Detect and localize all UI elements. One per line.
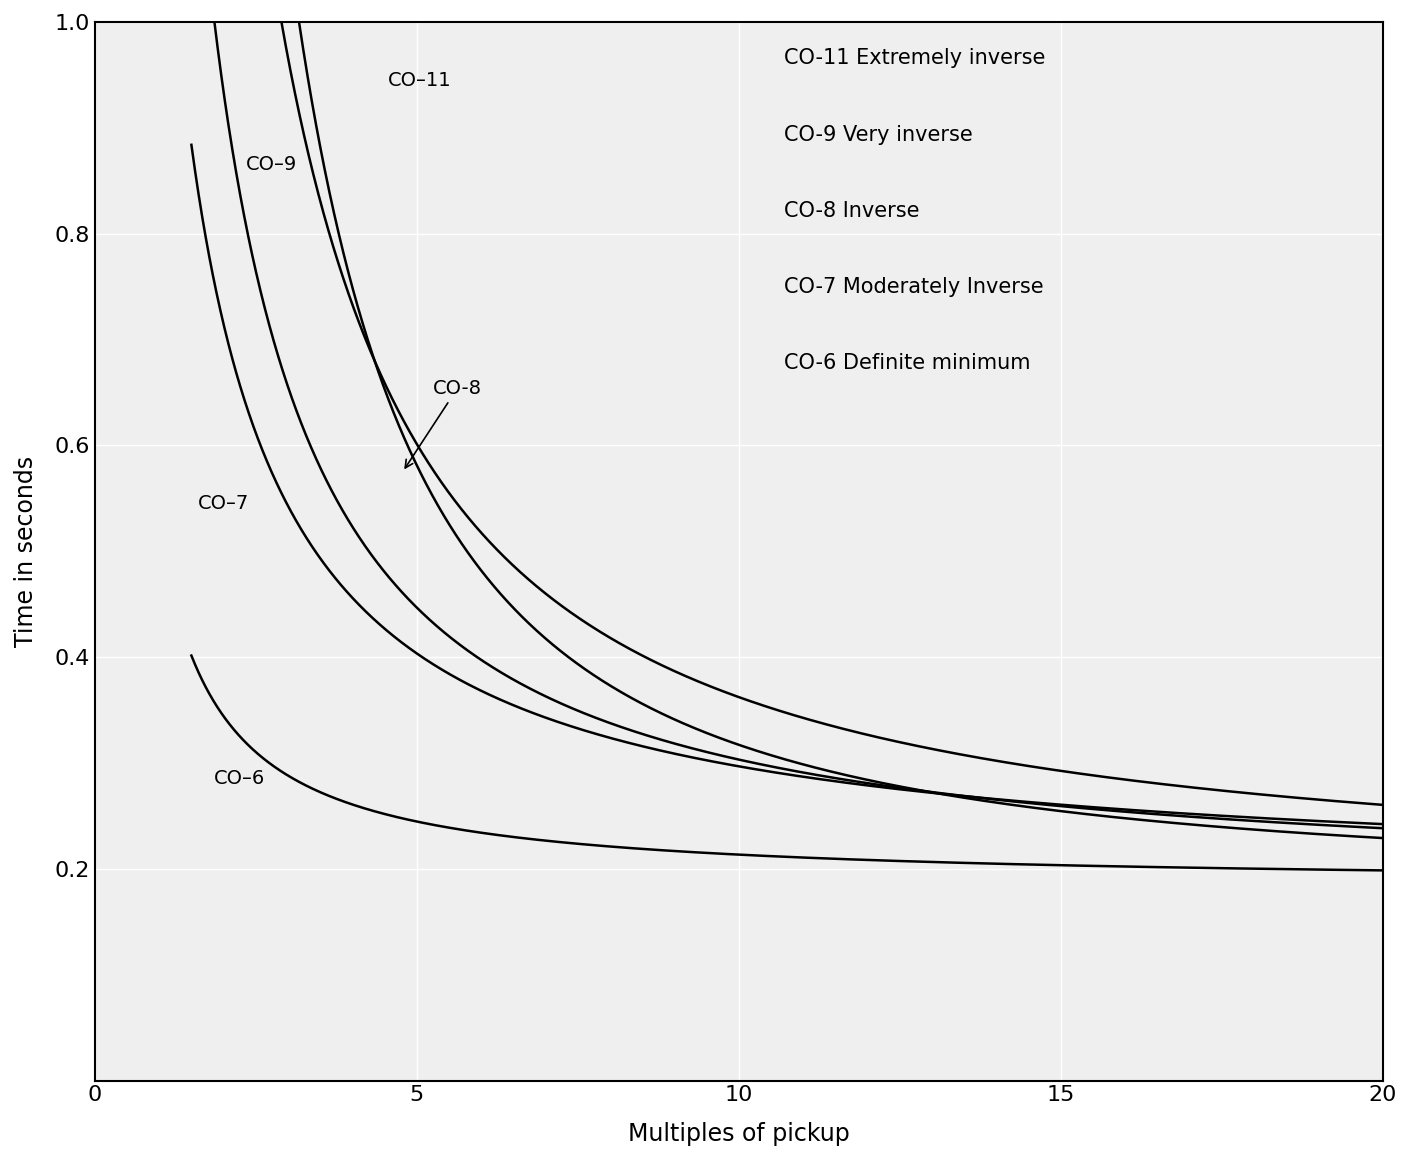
Text: CO–9: CO–9 bbox=[246, 155, 298, 174]
Text: CO-8: CO-8 bbox=[405, 378, 483, 467]
X-axis label: Multiples of pickup: Multiples of pickup bbox=[628, 1122, 849, 1146]
Y-axis label: Time in seconds: Time in seconds bbox=[14, 456, 38, 647]
Text: CO-9 Very inverse: CO-9 Very inverse bbox=[785, 124, 972, 145]
Text: CO-8 Inverse: CO-8 Inverse bbox=[785, 201, 920, 220]
Text: CO-6 Definite minimum: CO-6 Definite minimum bbox=[785, 354, 1030, 374]
Text: CO-11 Extremely inverse: CO-11 Extremely inverse bbox=[785, 49, 1046, 68]
Text: CO–7: CO–7 bbox=[198, 494, 250, 513]
Text: CO-7 Moderately Inverse: CO-7 Moderately Inverse bbox=[785, 277, 1044, 297]
Text: CO–6: CO–6 bbox=[214, 769, 265, 789]
Text: CO–11: CO–11 bbox=[388, 71, 452, 89]
